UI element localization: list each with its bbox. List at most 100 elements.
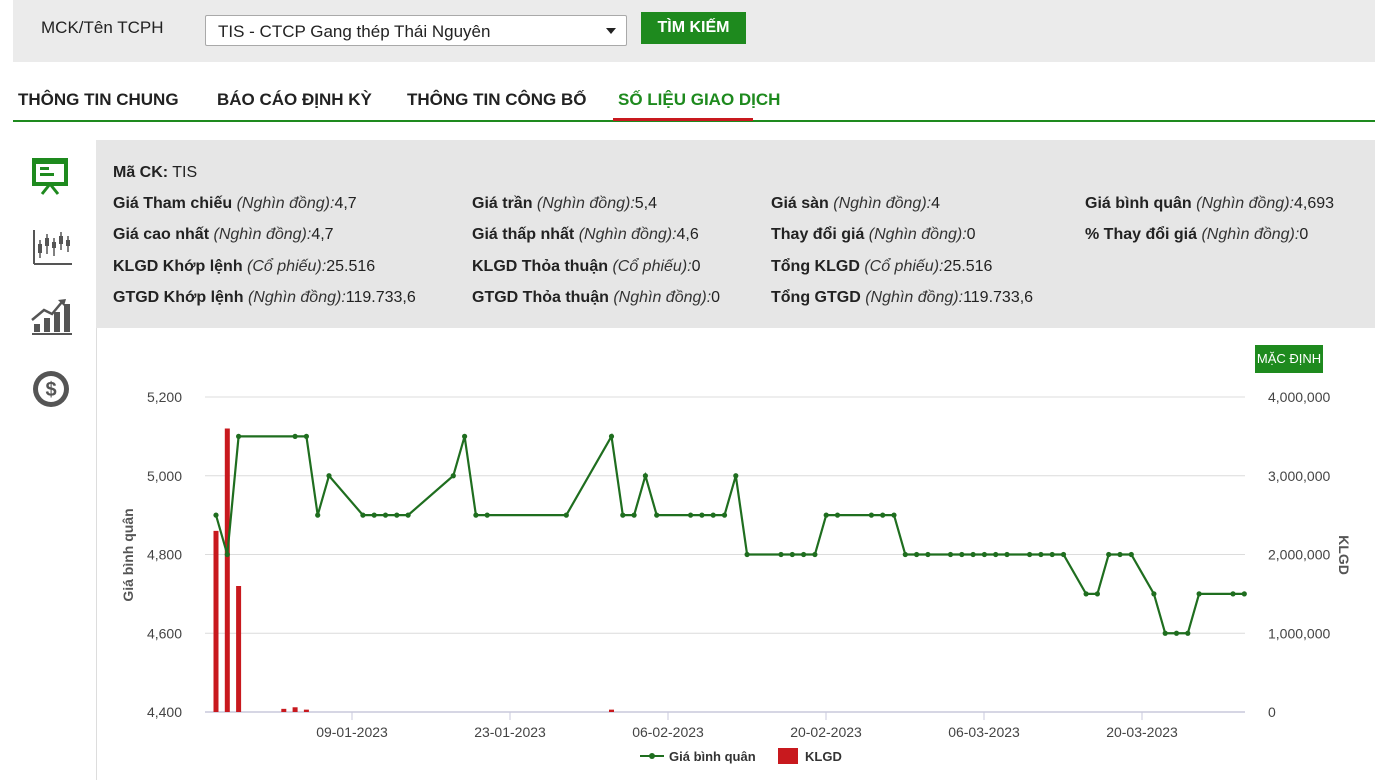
price-point: [382, 512, 389, 518]
price-point: [292, 433, 298, 439]
price-point: [778, 551, 784, 558]
price-point: [620, 512, 626, 518]
candlestick-chart-icon[interactable]: [28, 226, 74, 268]
price-point: [303, 433, 309, 439]
search-bar: MCK/Tên TCPH TIS - CTCP Gang thép Thái N…: [13, 0, 1375, 62]
price-point: [1162, 630, 1168, 636]
ref-price: Giá Tham chiếu (Nghìn đồng):4,7: [113, 195, 357, 212]
price-point: [405, 512, 411, 518]
left-tick-label: 5,000: [147, 468, 182, 484]
price-point: [914, 551, 920, 558]
high-price: Giá cao nhất (Nghìn đồng):4,7: [113, 226, 334, 243]
price-change: Thay đổi giá (Nghìn đồng):0: [771, 226, 976, 243]
left-tick-label: 5,200: [147, 389, 182, 405]
left-axis-ticks: 5,200 5,000 4,800 4,600 4,400: [147, 389, 182, 720]
price-point: [326, 473, 332, 479]
default-zoom-button[interactable]: MẶC ĐỊNH: [1255, 345, 1323, 373]
tab-trading-data[interactable]: SỐ LIỆU GIAO DỊCH: [618, 90, 781, 109]
legend-volume-marker: [778, 748, 798, 764]
legend-volume-label[interactable]: KLGD: [805, 749, 842, 764]
avg-price: Giá bình quân (Nghìn đồng):4,693: [1085, 195, 1335, 212]
price-point: [1128, 551, 1134, 558]
price-point: [1106, 551, 1112, 558]
volume-bar: [236, 586, 242, 712]
tab-disclosures[interactable]: THÔNG TIN CÔNG BỐ: [407, 90, 587, 109]
left-tick-label: 4,400: [147, 704, 182, 720]
growth-bar-chart-icon[interactable]: [28, 296, 74, 338]
right-tick-label: 1,000,000: [1268, 625, 1330, 641]
legend-price-label[interactable]: Giá bình quân: [669, 749, 756, 764]
price-point: [688, 512, 694, 518]
price-point: [981, 551, 988, 558]
trading-info-panel: Mã CK: TIS Giá Tham chiếu (Nghìn đồng):4…: [96, 140, 1375, 328]
search-button[interactable]: TÌM KIẾM: [641, 12, 746, 44]
x-tick-label: 09-01-2023: [316, 724, 388, 740]
price-point: [1004, 551, 1010, 558]
total-value: Tổng GTGD (Nghìn đồng):119.733,6: [771, 289, 1034, 306]
presentation-board-icon[interactable]: [28, 156, 74, 198]
floor-price: Giá sàn (Nghìn đồng):4: [771, 195, 941, 212]
price-point: [473, 512, 479, 518]
price-point: [236, 433, 242, 439]
left-axis-title: Giá bình quân: [120, 508, 136, 601]
price-point: [902, 551, 908, 558]
x-tick-label: 20-02-2023: [790, 724, 862, 740]
price-point: [1151, 591, 1157, 597]
tab-periodic-reports[interactable]: BÁO CÁO ĐỊNH KỲ: [217, 90, 372, 109]
grid-lines: [205, 396, 1245, 713]
price-point: [1173, 630, 1180, 636]
price-point: [224, 551, 230, 558]
price-point: [1083, 591, 1089, 597]
price-point: [925, 551, 931, 558]
price-point: [733, 473, 739, 479]
volume-bar: [292, 707, 298, 712]
chevron-down-icon[interactable]: [606, 28, 616, 34]
chart-legend: Giá bình quân KLGD: [640, 748, 842, 764]
price-point: [891, 512, 897, 518]
dollar-coin-icon[interactable]: $: [28, 368, 74, 410]
price-point: [744, 551, 750, 558]
right-axis-title: KLGD: [1336, 535, 1352, 575]
price-point: [812, 551, 818, 558]
price-line: [214, 433, 1245, 635]
right-axis-ticks: 4,000,000 3,000,000 2,000,000 1,000,000 0: [1268, 389, 1330, 720]
volume-bars: [213, 428, 614, 712]
right-tick-label: 4,000,000: [1268, 389, 1330, 405]
price-point: [947, 551, 954, 558]
svg-text:$: $: [45, 379, 56, 401]
price-point: [450, 473, 456, 479]
price-point: [721, 512, 728, 518]
price-point: [868, 512, 875, 518]
price-point: [789, 551, 795, 558]
matched-volume: KLGD Khớp lệnh (Cổ phiếu):25.516: [113, 258, 376, 275]
x-tick-label: 23-01-2023: [474, 724, 546, 740]
x-tick-label: 20-03-2023: [1106, 724, 1178, 740]
price-point: [1094, 591, 1100, 597]
price-point: [1241, 591, 1247, 597]
price-point: [360, 512, 366, 518]
stock-code: Mã CK: TIS: [113, 164, 198, 181]
negotiated-value: GTGD Thỏa thuận (Nghìn đồng):0: [472, 289, 721, 306]
company-select-value: TIS - CTCP Gang thép Thái Nguyên: [218, 22, 491, 41]
price-point: [315, 512, 321, 518]
x-tick-label: 06-02-2023: [632, 724, 704, 740]
volume-bar: [303, 709, 309, 712]
low-price: Giá thấp nhất (Nghìn đồng):4,6: [472, 226, 699, 243]
total-volume: Tổng KLGD (Cổ phiếu):25.516: [771, 258, 993, 275]
price-point: [1185, 630, 1191, 636]
right-tick-label: 2,000,000: [1268, 547, 1330, 563]
search-label: MCK/Tên TCPH: [41, 18, 164, 37]
price-point: [959, 551, 965, 558]
tab-general-info[interactable]: THÔNG TIN CHUNG: [18, 90, 179, 109]
price-point: [710, 512, 716, 518]
price-point: [970, 551, 976, 558]
price-point: [823, 512, 829, 518]
company-select[interactable]: TIS - CTCP Gang thép Thái Nguyên: [205, 15, 627, 46]
right-tick-label: 3,000,000: [1268, 468, 1330, 484]
legend-price-marker: [649, 753, 655, 759]
price-point: [993, 551, 999, 558]
price-point: [631, 512, 637, 518]
matched-value: GTGD Khớp lệnh (Nghìn đồng):119.733,6: [113, 289, 416, 306]
price-point: [834, 512, 841, 518]
